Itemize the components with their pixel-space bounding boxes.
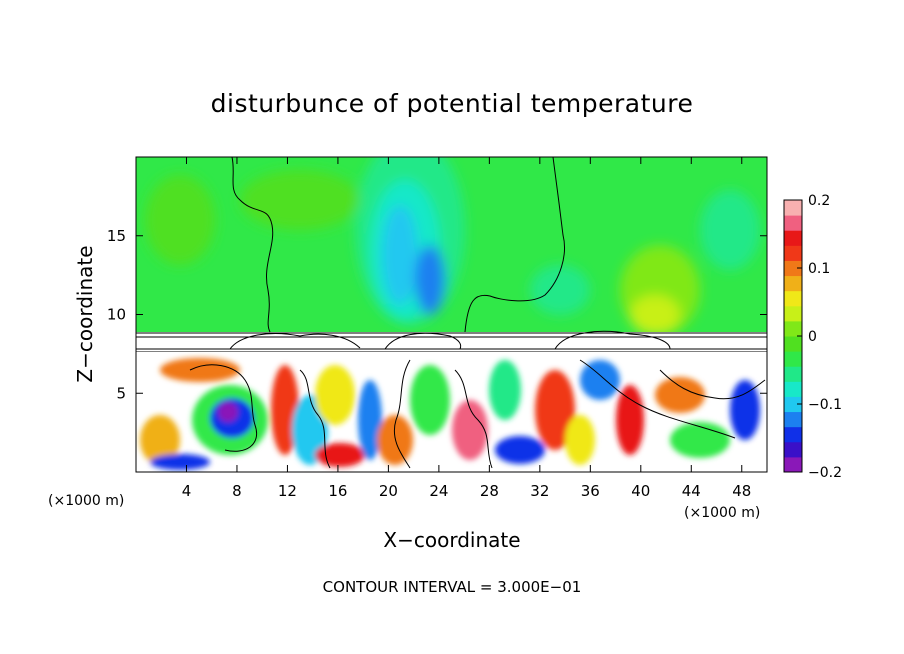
x-tick-label: 28	[480, 482, 499, 500]
colorbar-swatch	[784, 215, 802, 231]
colorbar-swatch	[784, 381, 802, 397]
colorbar-swatch	[784, 396, 802, 413]
colorbar-tick-label: −0.1	[808, 397, 842, 413]
plot-area	[136, 157, 767, 472]
x-tick-label: 16	[328, 482, 347, 500]
x-tick-label: 44	[682, 482, 701, 500]
y-axis-title: Z−coordinate	[73, 245, 97, 382]
colorbar-tick-label: 0.2	[808, 193, 830, 209]
colorbar: 0.2 0.1 0 −0.1 −0.2	[783, 193, 842, 481]
contour-interval-label: CONTOUR INTERVAL = 3.000E−01	[323, 578, 582, 596]
colorbar-tick-label: 0.1	[808, 261, 830, 277]
colorbar-swatch	[784, 441, 802, 458]
colorbar-tick-label: 0	[808, 329, 817, 345]
colorbar-swatch	[784, 260, 802, 277]
x-tick-label: 48	[732, 482, 751, 500]
z-unit-label: (×1000 m)	[48, 493, 124, 509]
x-tick-label: 24	[429, 482, 448, 500]
x-tick-label: 36	[581, 482, 600, 500]
x-axis-title: X−coordinate	[383, 528, 520, 552]
y-tick-label: 10	[107, 306, 126, 324]
colorbar-swatch	[784, 290, 802, 307]
x-tick-label: 32	[530, 482, 549, 500]
x-tick-label: 8	[232, 482, 242, 500]
colorbar-swatch	[784, 426, 802, 443]
y-axis: 5 10 15	[107, 227, 767, 402]
x-unit-label: (×1000 m)	[684, 505, 760, 521]
colorbar-swatch	[784, 336, 802, 352]
chart-title: disturbunce of potential temperature	[211, 89, 694, 118]
colorbar-swatch	[784, 351, 802, 367]
y-tick-label: 15	[107, 227, 126, 245]
colorbar-swatch	[784, 200, 802, 216]
colorbar-swatch	[784, 411, 802, 428]
colorbar-swatch	[784, 366, 802, 382]
x-tick-label: 20	[379, 482, 398, 500]
colorbar-swatch	[784, 245, 802, 261]
lower-anomalies	[140, 358, 760, 470]
y-tick-label: 5	[116, 384, 126, 402]
colorbar-swatch	[784, 230, 802, 246]
contour-lines	[189, 157, 766, 469]
colorbar-swatch	[784, 305, 802, 322]
x-tick-label: 4	[182, 482, 192, 500]
colorbar-swatch	[784, 275, 802, 292]
colorbar-tick-label: −0.2	[808, 465, 842, 481]
colorbar-swatch	[784, 456, 802, 473]
x-tick-label: 40	[631, 482, 650, 500]
x-tick-label: 12	[278, 482, 297, 500]
upper-anomalies	[145, 157, 760, 335]
colorbar-swatch	[784, 320, 802, 337]
x-axis: 4 8 12 16 20 24 28 32 36 40 44 48	[182, 157, 751, 500]
